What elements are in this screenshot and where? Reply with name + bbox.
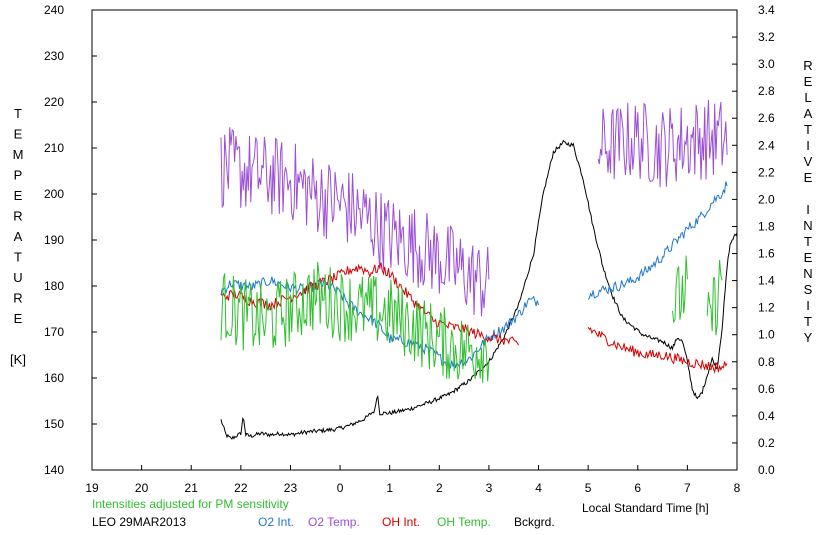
right-axis-letter: T [804, 234, 812, 249]
left-axis-letter: U [13, 270, 22, 285]
right-tick-label: 1.0 [758, 328, 775, 342]
right-tick-label: 0.0 [758, 463, 775, 477]
legend-entry-o2-int: O2 Int. [258, 515, 294, 529]
x-tick-label: 19 [85, 481, 99, 495]
left-axis-letter: T [14, 106, 22, 121]
right-tick-label: 0.4 [758, 409, 775, 423]
x-tick-label: 5 [585, 481, 592, 495]
x-tick-label: 2 [436, 481, 443, 495]
left-axis-letter: T [14, 250, 22, 265]
o2-temp-series-line [220, 127, 490, 317]
left-tick-label: 150 [44, 417, 64, 431]
plot-frame [91, 9, 738, 471]
o2-int-series-line [220, 276, 539, 369]
legend: O2 Int. O2 Temp. OH Int. OH Temp. Bckgrd. [258, 515, 555, 529]
x-tick-label: 1 [386, 481, 393, 495]
left-tick-label: 220 [44, 95, 64, 109]
right-tick-label: 0.6 [758, 382, 775, 396]
right-axis-letter: L [804, 90, 811, 105]
x-tick-label: 22 [234, 481, 248, 495]
x-tick-label: 7 [684, 481, 691, 495]
x-tick-label: 0 [337, 481, 344, 495]
left-tick-label: 180 [44, 279, 64, 293]
oh-int-series-line [587, 327, 728, 375]
oh-int-series-line [220, 262, 520, 346]
right-axis-letter: V [804, 154, 813, 169]
left-axis-letter: M [13, 147, 24, 162]
x-tick-label: 23 [284, 481, 298, 495]
x-tick-label: 21 [185, 481, 199, 495]
o2-temp-series-line [597, 99, 728, 188]
right-tick-label: 0.8 [758, 355, 775, 369]
right-axis-letter: S [804, 282, 813, 297]
right-tick-label: 2.4 [758, 138, 775, 152]
right-tick-label: 1.6 [758, 247, 775, 261]
oh-temp-series-line [672, 255, 688, 324]
x-tick-label: 8 [734, 481, 741, 495]
right-tick-label: 0.2 [758, 436, 775, 450]
right-tick-label: 1.8 [758, 219, 775, 233]
left-axis-letter: P [14, 168, 23, 183]
right-tick-label: 3.0 [758, 57, 775, 71]
right-axis-letter: E [804, 170, 813, 185]
left-axis-letter: E [14, 311, 23, 326]
left-axis-letter: A [14, 229, 23, 244]
right-axis-letter: I [806, 202, 810, 217]
right-axis-letter: T [804, 122, 812, 137]
right-tick-label: 2.6 [758, 111, 775, 125]
sensitivity-annotation: Intensities adjusted for PM sensitivity [92, 497, 289, 511]
legend-entry-oh-temp: OH Temp. [437, 515, 491, 529]
right-tick-label: 1.4 [758, 274, 775, 288]
oh-temp-series-line [706, 259, 723, 336]
right-axis-letter: T [804, 314, 812, 329]
right-axis-letter: N [803, 266, 812, 281]
o2-int-series-line [587, 181, 728, 300]
right-axis-letter: E [804, 250, 813, 265]
right-tick-label: 2.2 [758, 165, 775, 179]
left-axis-letter: R [13, 291, 22, 306]
right-axis-letter: E [804, 74, 813, 89]
x-tick-label: 4 [535, 481, 542, 495]
left-axis-letter: E [14, 188, 23, 203]
left-tick-label: 200 [44, 187, 64, 201]
right-axis-letter: R [803, 58, 812, 73]
right-axis-letter: Y [804, 330, 813, 345]
right-axis-letter: N [803, 218, 812, 233]
right-tick-label: 1.2 [758, 301, 775, 315]
left-tick-label: 210 [44, 141, 64, 155]
left-tick-label: 240 [44, 3, 64, 17]
right-tick-label: 3.2 [758, 30, 775, 44]
legend-entry-bckgrd: Bckgrd. [514, 515, 555, 529]
left-axis-ticks: 140 150 160 170 180 190 200 210 220 230 240 [44, 3, 97, 477]
right-axis-letter: I [806, 298, 810, 313]
oh-temp-series-line [220, 261, 490, 383]
right-axis-ticks: 0.0 0.2 0.4 0.6 0.8 1.0 1.2 1.4 1.6 1.8 2.0 2.2 2.4 2… [732, 3, 775, 477]
x-tick-label: 3 [486, 481, 493, 495]
x-axis-label: Local Standard Time [h] [582, 501, 709, 515]
left-tick-label: 160 [44, 371, 64, 385]
legend-entry-o2-temp: O2 Temp. [308, 515, 360, 529]
left-axis-letter: R [13, 209, 22, 224]
bckgrd-series-line [220, 139, 738, 440]
x-axis-ticks: 19 20 21 22 23 0 1 2 3 4 5 6 7 8 [85, 465, 741, 495]
left-tick-label: 170 [44, 325, 64, 339]
right-tick-label: 2.8 [758, 84, 775, 98]
right-axis-letter: A [804, 106, 813, 121]
right-tick-label: 3.4 [758, 3, 775, 17]
left-tick-label: 190 [44, 233, 64, 247]
left-axis-letter: E [14, 127, 23, 142]
left-axis-letter: [K] [10, 352, 26, 367]
x-tick-label: 20 [135, 481, 149, 495]
station-date: LEO 29MAR2013 [92, 515, 186, 529]
x-tick-label: 6 [634, 481, 641, 495]
series-layer [220, 99, 738, 440]
left-tick-label: 140 [44, 463, 64, 477]
legend-entry-oh-int: OH Int. [382, 515, 420, 529]
right-axis-letter: I [806, 138, 810, 153]
left-tick-label: 230 [44, 49, 64, 63]
right-tick-label: 2.0 [758, 192, 775, 206]
